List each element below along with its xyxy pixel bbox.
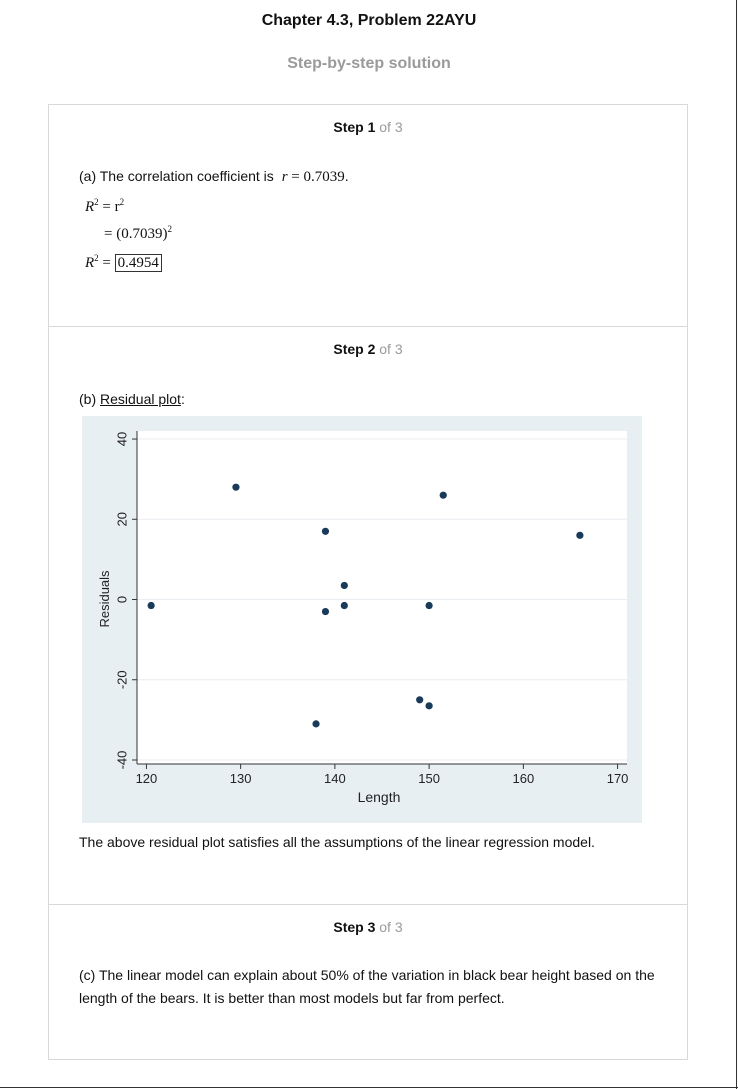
eq3-equals: = — [98, 255, 115, 271]
data-point-5 — [340, 581, 348, 590]
y-tick-label-4: 40 — [114, 432, 129, 446]
eq2-exp: 2 — [167, 224, 172, 234]
data-point-7 — [416, 696, 424, 704]
data-point-3 — [321, 527, 330, 535]
equation-line-2: = (0.7039)2 — [104, 224, 172, 243]
y-tick-label-1: -20 — [114, 670, 129, 689]
data-point-8 — [425, 601, 433, 610]
r-value: = 0.7039 — [287, 169, 345, 185]
step-1-intro-text: (a) The correlation coefficient is — [79, 168, 274, 184]
x-tick-label-5: 170 — [607, 771, 629, 786]
step-2-intro: (b) Residual plot: — [79, 391, 185, 407]
axis-ticks: -40 -20 0 20 40 120 130 140 150 160 170 — [114, 432, 628, 786]
y-tick-label-3: 20 — [114, 512, 129, 526]
x-tick-label-3: 150 — [418, 771, 440, 786]
data-point-6 — [340, 601, 348, 610]
page-title: Chapter 4.3, Problem 22AYU — [261, 12, 477, 29]
data-point-2 — [312, 720, 320, 728]
step-2-count: of 3 — [375, 341, 403, 357]
step-2-label: Step 2 — [333, 341, 376, 357]
step-2-header: Step 2 of 3 — [49, 341, 687, 357]
eq1-lhs: R — [85, 199, 95, 215]
grid-lines — [137, 438, 627, 761]
r-period: . — [344, 168, 349, 184]
step-2-prefix: (b) — [79, 391, 100, 407]
eq1-exp: 2 — [94, 197, 99, 207]
step-1-intro: (a) The correlation coefficient is r = 0… — [79, 168, 349, 186]
eq3-lhs: R — [85, 255, 95, 271]
residual-plot-link[interactable]: Residual plot — [100, 391, 181, 407]
residual-plot-chart: -40 -20 0 20 40 120 130 140 150 160 170 Length Res… — [82, 416, 642, 823]
step-1-header: Step 1 of 3 — [49, 119, 687, 135]
step-3-label: Step 3 — [333, 919, 376, 935]
step-3-header: Step 3 of 3 — [49, 919, 687, 935]
eq1-rhs-exp: 2 — [119, 197, 125, 207]
eq1-rhs: = r — [98, 199, 120, 215]
equation-line-1: R2 = r2 — [85, 197, 124, 216]
x-tick-label-4: 160 — [512, 771, 534, 786]
eq2-value: = (0.7039) — [104, 226, 168, 242]
correlation-expression: r = 0.7039 — [282, 169, 345, 185]
solution-card: Step 1 of 3 (a) The correlation coeffici… — [48, 104, 688, 1060]
data-point-1 — [232, 483, 240, 491]
y-tick-label-0: -40 — [114, 751, 129, 770]
step-3-text: (c) The linear model can explain about 5… — [79, 967, 655, 1006]
step-1-label: Step 1 — [333, 119, 376, 135]
answer-box: 0.4954 — [114, 254, 162, 272]
frame-right-border — [736, 0, 737, 1089]
x-tick-label-2: 140 — [324, 771, 346, 786]
data-point-9 — [425, 702, 433, 710]
plot-area — [137, 431, 627, 764]
frame-bottom-border — [0, 1087, 738, 1088]
r-symbol: r — [281, 169, 288, 185]
divider-1 — [49, 326, 687, 327]
x-axis-label: Length — [358, 789, 401, 805]
equation-line-3: R2 = 0.4954 — [85, 253, 162, 272]
y-tick-label-2: 0 — [114, 596, 129, 603]
x-tick-label-1: 130 — [230, 771, 252, 786]
data-point-10 — [439, 491, 447, 499]
data-point-11 — [576, 531, 584, 539]
y-axis-label: Residuals — [97, 570, 112, 628]
data-points — [147, 483, 584, 728]
page-subtitle: Step-by-step solution — [287, 55, 451, 72]
data-point-0 — [147, 601, 155, 610]
step-2-conclusion: The above residual plot satisfies all th… — [79, 834, 595, 850]
data-point-4 — [321, 607, 330, 616]
step-3-count: of 3 — [375, 919, 403, 935]
x-tick-label-0: 120 — [136, 771, 158, 786]
step-2-suffix: : — [180, 391, 185, 407]
step-1-count: of 3 — [375, 119, 403, 135]
eq3-exp: 2 — [94, 253, 99, 263]
divider-2 — [49, 904, 687, 905]
